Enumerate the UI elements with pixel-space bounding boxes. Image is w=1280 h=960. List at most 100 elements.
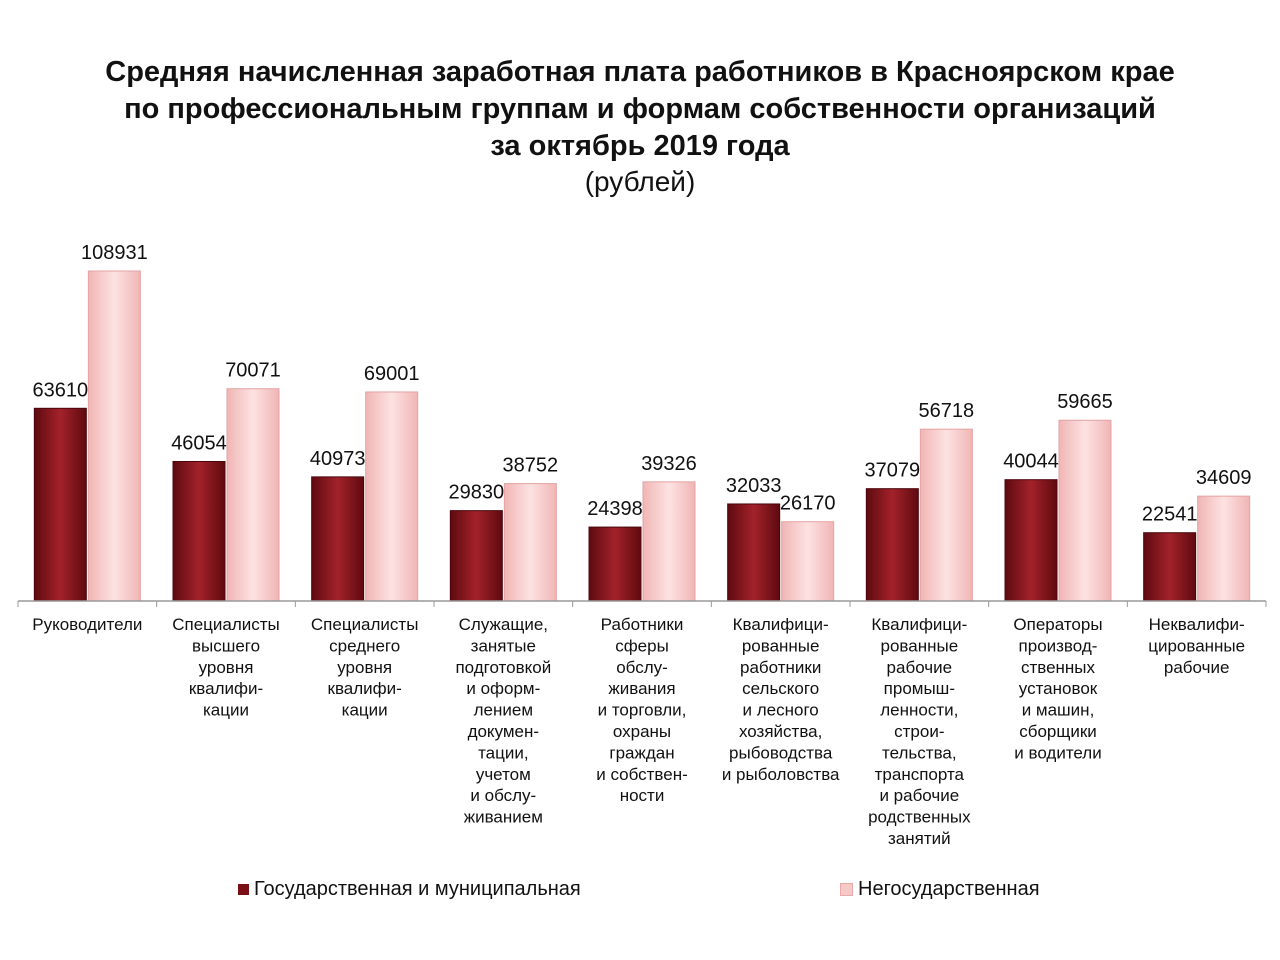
bar-private <box>226 388 280 602</box>
category-label: Неквалифи- <box>1149 615 1245 634</box>
category-label: работники <box>740 658 821 677</box>
category-label: учетом <box>476 765 531 784</box>
category-labels: Руководители Специалисты высшего уровня квал… <box>32 615 1245 848</box>
category-label: Руководители <box>32 615 142 634</box>
bar-state <box>588 526 642 602</box>
category-label: транспорта <box>875 765 965 784</box>
category-label: ственных <box>1021 658 1096 677</box>
bar-private <box>919 428 973 602</box>
bar-private <box>1197 495 1251 602</box>
category-label: хозяйства, <box>739 722 822 741</box>
category-label: и обслу- <box>470 786 536 805</box>
value-label-private: 34609 <box>1196 467 1252 489</box>
value-label-state: 40973 <box>310 448 366 470</box>
bar-private <box>781 521 835 602</box>
bar-private <box>1058 419 1112 602</box>
category-label: и собствен- <box>596 765 688 784</box>
category-label: живанием <box>464 808 543 827</box>
legend: Государственная и муниципальная Негосуда… <box>0 878 1280 908</box>
category-label: и торговли, <box>598 701 687 720</box>
category-label: Специалисты <box>311 615 419 634</box>
value-label-state: 24398 <box>587 498 643 520</box>
category-label: и оформ- <box>466 679 540 698</box>
chart-subtitle: (рублей) <box>584 166 696 197</box>
category-label: квалифи- <box>328 679 402 698</box>
category-label: рованные <box>742 636 820 655</box>
category-label: и машин, <box>1022 701 1095 720</box>
value-labels: 63610 108931 46054 70071 40973 69001 29830 3875… <box>33 242 1252 526</box>
bar-private <box>87 270 141 602</box>
bar-state <box>449 510 503 602</box>
bar-state <box>727 503 781 602</box>
value-label-private: 38752 <box>503 455 559 477</box>
category-label: рабочие <box>1164 658 1230 677</box>
category-label: сборщики <box>1019 722 1097 741</box>
value-label-state: 63610 <box>33 379 89 401</box>
category-label: тельства, <box>882 743 957 762</box>
category-label: рованные <box>881 636 959 655</box>
category-label: ности <box>620 786 665 805</box>
category-label: ленности, <box>880 701 958 720</box>
bar-state <box>865 488 919 602</box>
category-label: Квалифици- <box>733 615 829 634</box>
category-label: и водители <box>1014 743 1101 762</box>
category-label: тации, <box>478 743 529 762</box>
value-label-state: 40044 <box>1003 451 1059 473</box>
value-label-private: 26170 <box>780 493 836 515</box>
value-label-state: 46054 <box>171 432 227 454</box>
title-line-2: по профессиональным группам и формам соб… <box>124 93 1156 125</box>
value-label-state: 22541 <box>1142 504 1198 526</box>
legend-label-state: Государственная и муниципальная <box>254 878 581 900</box>
category-label: докумен- <box>468 722 540 741</box>
bar-state <box>311 476 365 602</box>
category-label: сферы <box>615 636 669 655</box>
category-label: сельского <box>742 679 819 698</box>
bars-layer <box>33 270 1251 602</box>
category-label: охраны <box>613 722 671 741</box>
category-label: Операторы <box>1013 615 1102 634</box>
category-label: лением <box>474 701 533 720</box>
category-label: уровня <box>337 658 392 677</box>
category-label: родственных <box>868 808 971 827</box>
bar-state <box>1004 479 1058 602</box>
bar-state <box>1143 532 1197 602</box>
value-label-private: 39326 <box>641 453 697 475</box>
value-label-state: 32033 <box>726 475 782 497</box>
category-label: производ- <box>1019 636 1098 655</box>
category-label: живания <box>608 679 675 698</box>
title-line-1: Средняя начисленная заработная плата раб… <box>105 56 1175 88</box>
value-label-private: 69001 <box>364 363 420 385</box>
x-axis-ticks <box>17 601 1267 607</box>
bar-state <box>172 460 226 602</box>
category-label: рабочие <box>887 658 953 677</box>
value-label-state: 29830 <box>449 482 505 504</box>
category-label: обслу- <box>616 658 668 677</box>
category-label: и рыболовства <box>722 765 840 784</box>
category-label: кации <box>203 701 249 720</box>
bar-private <box>503 483 557 602</box>
bar-chart: 63610 108931 46054 70071 40973 69001 29830 3875… <box>17 242 1267 848</box>
category-label: Специалисты <box>172 615 280 634</box>
legend-item-state: Государственная и муниципальная <box>238 878 581 901</box>
title-line-3: за октябрь 2019 года <box>490 130 790 162</box>
category-label: квалифи- <box>189 679 263 698</box>
category-label: Работники <box>601 615 684 634</box>
category-label: кации <box>342 701 388 720</box>
value-label-private: 108931 <box>81 242 148 264</box>
bar-private <box>642 481 696 602</box>
category-label: занятые <box>471 636 536 655</box>
bar-private <box>365 391 419 602</box>
legend-swatch-private <box>840 883 853 896</box>
category-label: цированные <box>1148 636 1245 655</box>
category-label: Квалифици- <box>871 615 967 634</box>
legend-item-private: Негосударственная <box>840 878 1040 901</box>
category-label: уровня <box>199 658 254 677</box>
bar-state <box>33 407 87 602</box>
category-label: и лесного <box>743 701 819 720</box>
category-label: высшего <box>192 636 260 655</box>
value-label-private: 56718 <box>919 400 975 422</box>
value-label-private: 59665 <box>1057 391 1113 413</box>
category-label: промыш- <box>884 679 955 698</box>
category-label: подготовкой <box>455 658 551 677</box>
value-label-state: 37079 <box>865 460 921 482</box>
